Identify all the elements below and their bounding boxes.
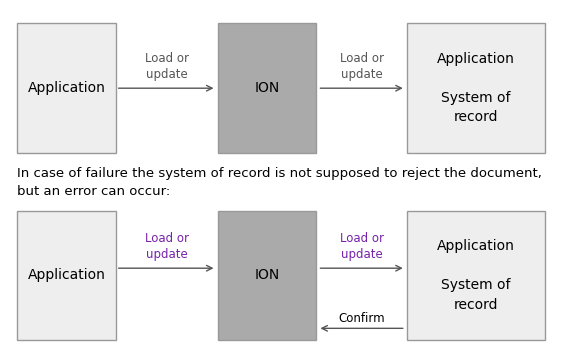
Bar xyxy=(218,23,316,153)
Text: Load or
update: Load or update xyxy=(340,232,384,261)
Bar xyxy=(407,23,545,153)
Text: Load or
update: Load or update xyxy=(145,52,189,81)
Text: Load or
update: Load or update xyxy=(145,232,189,261)
Bar xyxy=(17,211,116,340)
Text: Application

System of
record: Application System of record xyxy=(437,52,515,125)
Text: Confirm: Confirm xyxy=(338,312,385,325)
Text: ION: ION xyxy=(254,81,280,95)
Bar xyxy=(407,211,545,340)
Text: Application: Application xyxy=(28,269,105,282)
Bar xyxy=(17,23,116,153)
Bar xyxy=(218,211,316,340)
Text: ION: ION xyxy=(254,269,280,282)
Text: Application

System of
record: Application System of record xyxy=(437,239,515,312)
Text: In case of failure the system of record is not supposed to reject the document,
: In case of failure the system of record … xyxy=(17,167,542,198)
Text: Application: Application xyxy=(28,81,105,95)
Text: Load or
update: Load or update xyxy=(340,52,384,81)
